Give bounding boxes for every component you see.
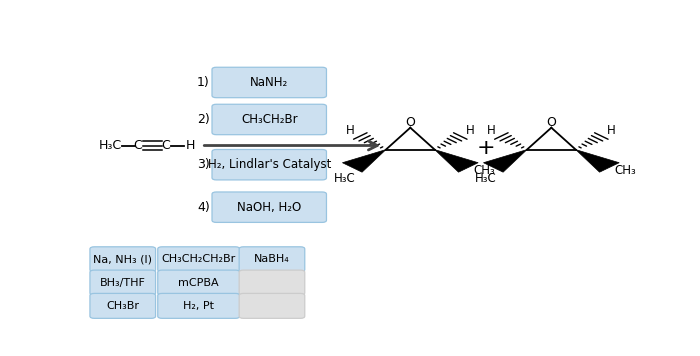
FancyBboxPatch shape — [212, 67, 326, 98]
Text: C: C — [161, 139, 170, 152]
Text: H₃C: H₃C — [98, 139, 122, 152]
Text: CH₃CH₂CH₂Br: CH₃CH₂CH₂Br — [162, 254, 236, 264]
Text: 3): 3) — [197, 158, 210, 171]
Text: H₂, Pt: H₂, Pt — [183, 301, 214, 311]
Text: +: + — [477, 138, 496, 158]
Text: CH₃Br: CH₃Br — [106, 301, 139, 311]
FancyBboxPatch shape — [212, 192, 326, 222]
Text: C: C — [133, 139, 142, 152]
FancyBboxPatch shape — [158, 247, 239, 272]
Text: Na, NH₃ (l): Na, NH₃ (l) — [93, 254, 153, 264]
FancyBboxPatch shape — [239, 293, 304, 318]
Text: O: O — [547, 116, 556, 129]
Text: BH₃/THF: BH₃/THF — [100, 278, 146, 288]
Text: NaNH₂: NaNH₂ — [250, 76, 288, 89]
FancyBboxPatch shape — [158, 270, 239, 295]
Text: H₂, Lindlar's Catalyst: H₂, Lindlar's Catalyst — [208, 158, 331, 171]
Text: H: H — [346, 125, 355, 137]
FancyBboxPatch shape — [90, 270, 155, 295]
FancyBboxPatch shape — [239, 247, 304, 272]
Polygon shape — [435, 150, 478, 172]
Text: 2): 2) — [197, 113, 210, 126]
Text: H: H — [487, 125, 496, 137]
Text: mCPBA: mCPBA — [178, 278, 219, 288]
Text: NaOH, H₂O: NaOH, H₂O — [237, 201, 302, 214]
Text: H: H — [466, 125, 475, 137]
Polygon shape — [575, 150, 620, 172]
Text: O: O — [405, 116, 415, 129]
FancyBboxPatch shape — [212, 104, 326, 135]
Text: H: H — [607, 125, 615, 137]
Text: CH₃CH₂Br: CH₃CH₂Br — [241, 113, 298, 126]
Polygon shape — [484, 150, 527, 172]
Polygon shape — [342, 150, 386, 172]
Text: H: H — [186, 139, 195, 152]
Text: H₃C: H₃C — [475, 172, 497, 185]
FancyBboxPatch shape — [239, 270, 304, 295]
Text: NaBH₄: NaBH₄ — [254, 254, 290, 264]
FancyBboxPatch shape — [158, 293, 239, 318]
FancyBboxPatch shape — [212, 150, 326, 180]
FancyBboxPatch shape — [90, 293, 155, 318]
Text: CH₃: CH₃ — [615, 164, 636, 177]
FancyBboxPatch shape — [90, 247, 155, 272]
Text: 1): 1) — [197, 76, 210, 89]
Text: CH₃: CH₃ — [474, 164, 496, 177]
Text: 4): 4) — [197, 201, 210, 214]
Text: H₃C: H₃C — [335, 172, 356, 185]
